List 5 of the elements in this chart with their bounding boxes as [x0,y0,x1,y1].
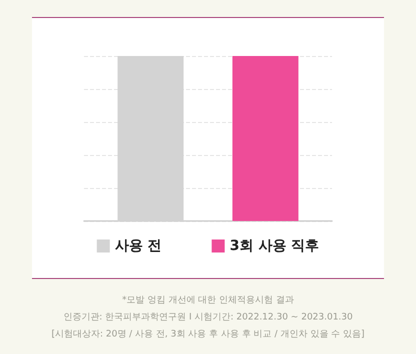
text: 인증기관: 한국피부과학연구원 I 시험기간: 2022.12.30 ~ 2023.01.30 [63,312,354,322]
text: *모발 엉킴 개선에 대한 인체적용시험 결과 [122,296,294,306]
legend-label: 사용 전 [114,238,162,254]
legend-label: 3회 사용 직후 [230,238,320,254]
text: [시험대상자: 20명 / 사용 전, 3회 사용 후 사용 후 비교 / 개인차 있을 수 있음] [51,330,365,340]
